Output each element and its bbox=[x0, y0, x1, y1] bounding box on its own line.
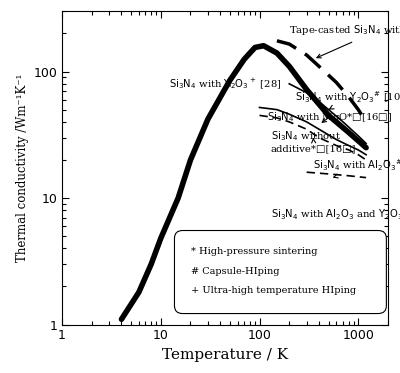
Text: $\mathrm{Si_3N_4}$ with $\mathrm{Y_2O_3}^+$ [28]: $\mathrm{Si_3N_4}$ with $\mathrm{Y_2O_3}… bbox=[168, 76, 281, 91]
Text: $\mathrm{Si_3N_4}$ without
additive*□[16□]: $\mathrm{Si_3N_4}$ without additive*□[16… bbox=[271, 129, 356, 154]
Text: $\mathrm{Si_3N_4}$ with $\mathrm{Al_2O_3}$ and $\mathrm{Y_2O_3}^\#$ [10]: $\mathrm{Si_3N_4}$ with $\mathrm{Al_2O_3… bbox=[271, 206, 400, 222]
Text: $\mathrm{Si_3N_4}$ with $\mathrm{Y_2O_3}^\#$ [10]: $\mathrm{Si_3N_4}$ with $\mathrm{Y_2O_3}… bbox=[295, 90, 400, 110]
FancyBboxPatch shape bbox=[174, 231, 386, 314]
Text: $\mathrm{Si_3N_4}$ with MgO*□[16□]: $\mathrm{Si_3N_4}$ with MgO*□[16□] bbox=[267, 110, 392, 123]
Text: # Capsule-HIping: # Capsule-HIping bbox=[191, 267, 279, 276]
Text: $\mathrm{Si_3N_4}$ with $\mathrm{Al_2O_3}^\#$ [10]: $\mathrm{Si_3N_4}$ with $\mathrm{Al_2O_3… bbox=[313, 158, 400, 178]
Y-axis label: Thermal conductivity /Wm⁻¹K⁻¹: Thermal conductivity /Wm⁻¹K⁻¹ bbox=[16, 73, 29, 262]
X-axis label: Temperature / K: Temperature / K bbox=[162, 348, 288, 362]
Text: * High-pressure sintering: * High-pressure sintering bbox=[191, 247, 317, 256]
Text: + Ultra-high temperature HIping: + Ultra-high temperature HIping bbox=[191, 286, 356, 295]
Text: Tape-casted $\mathrm{Si_3N_4}$ with $\mathrm{Y_2O_3}^+$ [24]: Tape-casted $\mathrm{Si_3N_4}$ with $\ma… bbox=[289, 23, 400, 58]
